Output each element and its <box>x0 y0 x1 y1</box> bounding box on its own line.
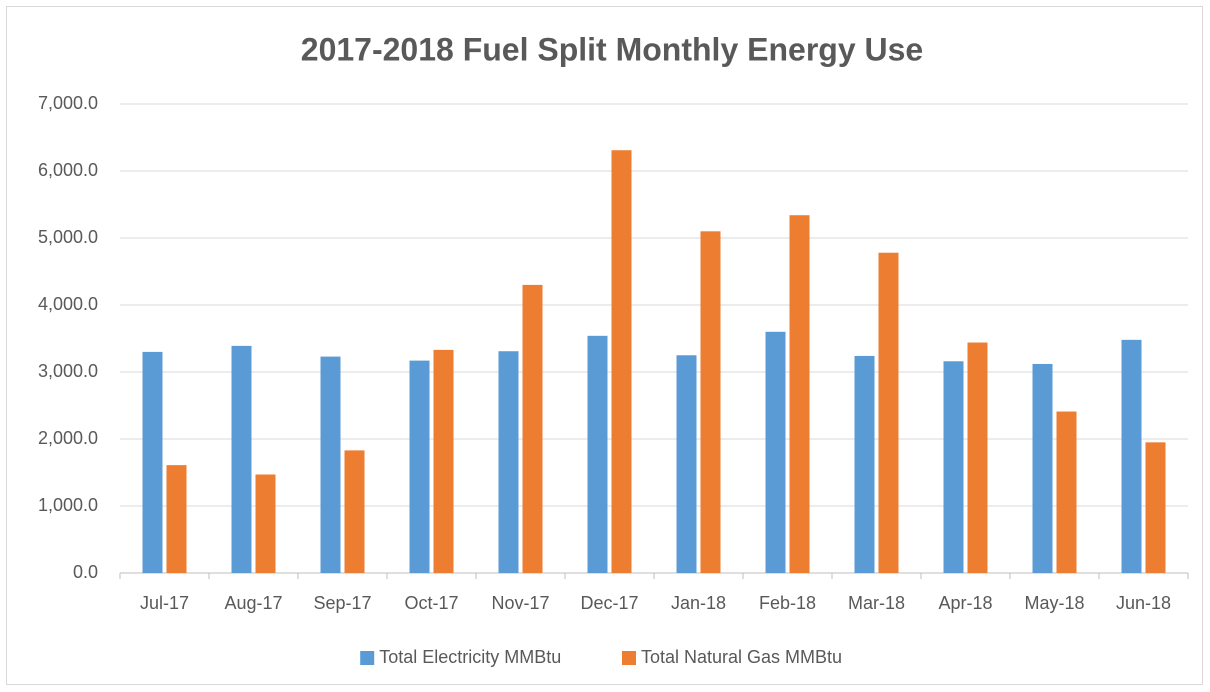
y-tick-label: 7,000.0 <box>38 93 98 113</box>
y-tick-label: 3,000.0 <box>38 361 98 381</box>
bar <box>789 215 810 573</box>
bar <box>943 361 964 573</box>
bar <box>409 360 430 573</box>
bar <box>522 284 543 573</box>
x-tick-label: Jan-18 <box>671 593 726 613</box>
bar <box>1032 363 1053 573</box>
y-tick-label: 1,000.0 <box>38 495 98 515</box>
x-tick-label: Jun-18 <box>1116 593 1171 613</box>
x-tick-label: Apr-18 <box>938 593 992 613</box>
x-tick-label: Feb-18 <box>759 593 816 613</box>
legend-swatch <box>622 651 636 665</box>
bar <box>1145 442 1166 573</box>
y-tick-label: 0.0 <box>73 562 98 582</box>
x-tick-label: Sep-17 <box>313 593 371 613</box>
x-tick-label: Nov-17 <box>491 593 549 613</box>
bar <box>498 351 519 573</box>
bar <box>765 331 786 573</box>
y-tick-label: 2,000.0 <box>38 428 98 448</box>
bar <box>587 335 608 573</box>
bar <box>967 342 988 573</box>
chart-title: 2017-2018 Fuel Split Monthly Energy Use <box>301 31 923 67</box>
bar <box>433 349 454 573</box>
bar <box>320 356 341 573</box>
bar <box>166 465 187 573</box>
bar <box>142 351 163 573</box>
bar <box>878 252 899 574</box>
bar <box>854 355 875 573</box>
bar <box>700 231 721 574</box>
bar <box>676 355 697 573</box>
x-tick-label: Oct-17 <box>404 593 458 613</box>
y-tick-label: 5,000.0 <box>38 227 98 247</box>
bar <box>611 150 632 574</box>
bar <box>231 345 252 573</box>
x-tick-label: May-18 <box>1024 593 1084 613</box>
bar <box>1056 411 1077 573</box>
legend-label: Total Natural Gas MMBtu <box>641 647 842 667</box>
legend-swatch <box>360 651 375 665</box>
x-tick-label: Jul-17 <box>140 593 189 613</box>
bar <box>344 450 365 573</box>
y-tick-label: 4,000.0 <box>38 294 98 314</box>
bar <box>255 474 276 573</box>
bar <box>1121 339 1142 573</box>
x-tick-label: Dec-17 <box>580 593 638 613</box>
legend-label: Total Electricity MMBtu <box>379 647 561 667</box>
y-tick-label: 6,000.0 <box>38 160 98 180</box>
x-tick-label: Aug-17 <box>224 593 282 613</box>
x-tick-label: Mar-18 <box>848 593 905 613</box>
